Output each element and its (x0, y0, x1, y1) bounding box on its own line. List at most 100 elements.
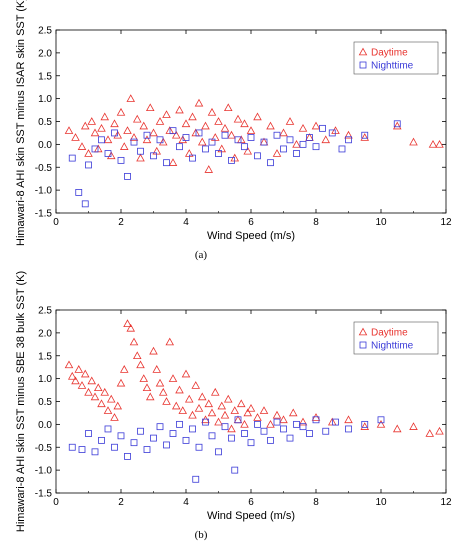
daytime-point-27 (158, 137, 168, 146)
y-tick-label: 2.0 (38, 328, 52, 339)
nighttime-point-28 (247, 134, 255, 141)
daytime-point-37 (184, 394, 194, 403)
daytime-point-30 (162, 397, 171, 405)
nighttime-point-5 (104, 425, 112, 433)
daytime-point-62 (298, 123, 308, 132)
y-tick-label: 1.0 (38, 94, 52, 105)
daytime-point-61 (279, 415, 288, 424)
daytime-point-1 (67, 371, 77, 380)
daytime-point-48 (220, 410, 230, 419)
daytime-point-23 (145, 103, 155, 112)
daytime-point-27 (152, 365, 162, 373)
daytime-point-14 (110, 413, 119, 421)
daytime-point-36 (188, 112, 197, 121)
nighttime-point-27 (241, 143, 248, 151)
nighttime-point-42 (377, 416, 385, 424)
series-nighttime (68, 416, 385, 483)
daytime-point-70 (409, 422, 418, 430)
daytime-point-28 (155, 378, 165, 387)
nighttime-point-21 (202, 145, 209, 153)
x-tick-label: 4 (183, 497, 189, 508)
daytime-point-31 (165, 337, 175, 346)
daytime-point-7 (87, 376, 97, 385)
nighttime-point-31 (267, 159, 274, 167)
nighttime-point-26 (241, 430, 248, 437)
x-tick-label: 6 (248, 217, 254, 228)
y-tick-label: 1.0 (38, 374, 52, 385)
y-tick-label: 2.0 (38, 48, 52, 59)
legend: Daytime Nighttime (353, 321, 439, 355)
daytime-point-71 (425, 429, 435, 437)
x-tick-label: 8 (313, 217, 319, 228)
daytime-point-19 (132, 114, 142, 123)
daytime-point-42 (207, 107, 217, 116)
daytime-point-9 (93, 383, 103, 392)
daytime-point-48 (227, 130, 236, 139)
daytime-point-38 (194, 98, 204, 107)
daytime-point-58 (259, 406, 269, 414)
nighttime-point-33 (280, 145, 287, 153)
nighttime-point-4 (91, 145, 99, 153)
daytime-point-36 (181, 369, 191, 378)
daytime-point-15 (113, 401, 123, 410)
daytime-point-10 (103, 135, 113, 144)
daytime-point-34 (181, 119, 191, 128)
nighttime-point-30 (267, 436, 274, 444)
daytime-point-15 (119, 142, 129, 150)
nighttime-point-31 (273, 418, 281, 426)
nighttime-point-25 (234, 416, 242, 424)
nighttime-point-38 (312, 143, 320, 151)
y-tick-label: -1.0 (35, 186, 53, 197)
x-tick-label: 10 (375, 497, 387, 508)
daytime-point-60 (272, 410, 282, 419)
legend-square-marker (359, 341, 367, 349)
nighttime-point-18 (189, 425, 196, 433)
daytime-point-65 (321, 135, 331, 144)
nighttime-point-41 (361, 420, 369, 428)
legend-box (353, 321, 439, 355)
daytime-point-23 (139, 374, 149, 382)
daytime-point-34 (175, 385, 184, 394)
nighttime-point-32 (273, 131, 281, 139)
nighttime-point-12 (143, 131, 151, 139)
nighttime-point-11 (137, 147, 144, 155)
daytime-point-8 (97, 123, 106, 132)
x-tick-label: 0 (53, 497, 59, 508)
nighttime-point-15 (169, 430, 177, 437)
daytime-point-29 (158, 387, 168, 396)
daytime-point-32 (175, 105, 184, 114)
daytime-point-21 (139, 121, 149, 130)
nighttime-point-23 (221, 423, 229, 431)
daytime-point-53 (243, 146, 253, 155)
legend-triangle-marker (358, 327, 368, 336)
nighttime-point-1 (78, 446, 86, 453)
nighttime-point-36 (306, 430, 313, 437)
daytime-point-63 (298, 417, 308, 426)
nighttime-point-20 (195, 129, 203, 137)
daytime-point-44 (214, 117, 223, 125)
daytime-point-11 (100, 387, 110, 396)
daytime-point-4 (77, 381, 87, 389)
daytime-point-55 (243, 408, 253, 417)
daytime-point-68 (360, 133, 370, 141)
daytime-point-58 (272, 149, 282, 157)
nighttime-point-44 (393, 120, 401, 128)
daytime-point-43 (204, 399, 214, 408)
nighttime-point-42 (345, 136, 352, 144)
daytime-point-22 (142, 135, 152, 144)
x-axis-label: Wind Speed (m/s) (207, 510, 295, 522)
nighttime-point-29 (254, 152, 261, 160)
daytime-point-54 (240, 419, 249, 428)
daytime-point-3 (74, 365, 84, 373)
nighttime-point-28 (254, 420, 261, 428)
daytime-point-47 (217, 401, 227, 410)
nighttime-point-18 (182, 134, 190, 141)
daytime-point-5 (80, 369, 90, 378)
nighttime-point-35 (293, 150, 300, 157)
nighttime-point-22 (208, 138, 216, 146)
daytime-point-35 (178, 406, 188, 414)
daytime-point-56 (246, 403, 256, 412)
nighttime-point-37 (306, 134, 313, 141)
nighttime-point-2 (81, 200, 89, 208)
nighttime-point-32 (280, 425, 287, 433)
